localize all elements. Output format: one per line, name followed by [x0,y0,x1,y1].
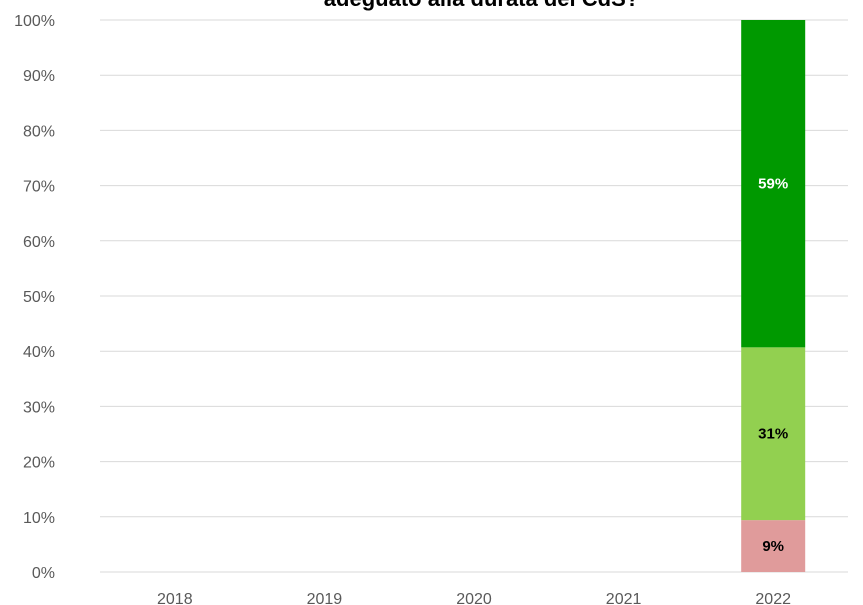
y-tick-label: 90% [23,68,55,85]
chart-title: adeguato alla durata del CdS? [100,0,863,12]
x-axis: 2018 2019 2020 2021 2022 [157,591,791,605]
data-label: 59% [758,176,788,193]
x-tick-label: 2019 [307,591,343,605]
y-tick-label: 70% [23,179,55,196]
y-tick-label: 20% [23,455,55,472]
y-tick-label: 50% [23,289,55,306]
bar-segment [741,347,806,521]
y-tick-label: 80% [23,123,55,140]
bar-segment [741,520,806,572]
y-tick-label: 0% [32,565,55,582]
y-tick-label: 60% [23,234,55,251]
y-tick-label: 30% [23,399,55,416]
x-tick-label: 2018 [157,591,193,605]
data-label: 9% [762,538,784,555]
gridlines [100,19,848,573]
x-tick-label: 2021 [606,591,642,605]
data-label: 31% [758,426,788,443]
y-tick-label: 40% [23,344,55,361]
y-tick-label: 10% [23,510,55,527]
y-axis: 0% 10% 20% 30% 40% 50% 60% 70% 80% 90% 100% [14,13,55,582]
bar-segment [741,20,806,348]
bars: 9% 31% 59% [741,20,806,572]
y-tick-label: 100% [14,13,55,30]
x-tick-label: 2022 [755,591,791,605]
x-tick-label: 2020 [456,591,492,605]
